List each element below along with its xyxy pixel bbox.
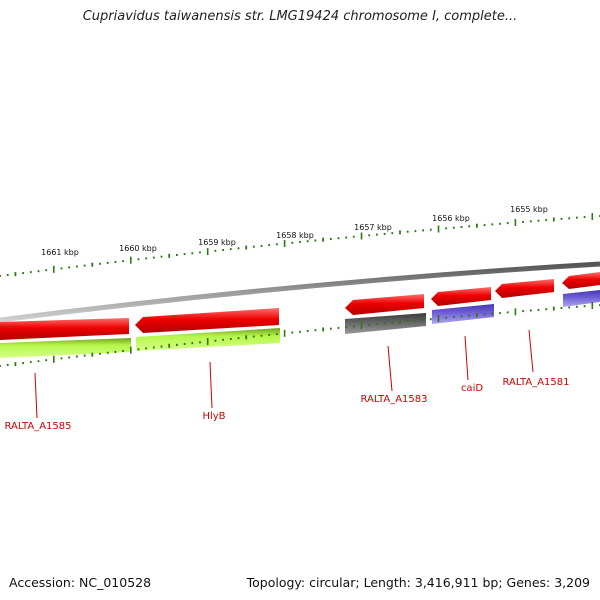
gene-feature-caid[interactable] bbox=[431, 287, 491, 306]
gene-feature-ralta-a1583[interactable] bbox=[345, 294, 424, 315]
tick-label-1659-kbp: 1659 kbp bbox=[198, 238, 236, 247]
gene-feature-right-edge[interactable] bbox=[562, 272, 600, 289]
topology-stats-text: Topology: circular; Length: 3,416,911 bp… bbox=[246, 575, 590, 590]
map-title: Cupriavidus taiwanensis str. LMG19424 ch… bbox=[82, 9, 518, 24]
tick-label-1656-kbp: 1656 kbp bbox=[432, 214, 470, 223]
gene-feature-ralta-a1585[interactable] bbox=[0, 318, 129, 340]
leader-line-ralta-a1585 bbox=[34, 372, 38, 419]
gene-label-hlyb[interactable]: HlyB bbox=[202, 411, 225, 422]
tick-label-1661-kbp: 1661 kbp bbox=[41, 248, 79, 257]
gene-label-ralta-a1585[interactable]: RALTA_A1585 bbox=[4, 421, 71, 432]
leader-line-ralta-a1581 bbox=[528, 329, 534, 373]
inner-ruler bbox=[0, 302, 600, 367]
accession-text: Accession: NC_010528 bbox=[9, 575, 152, 590]
cds-feature-right-edge[interactable] bbox=[563, 290, 600, 307]
tick-label-1658-kbp: 1658 kbp bbox=[276, 231, 314, 240]
tick-label-1657-kbp: 1657 kbp bbox=[354, 223, 392, 232]
leader-line-hlyb bbox=[209, 361, 213, 409]
outer-ruler bbox=[0, 213, 600, 277]
leader-line-ralta-a1583 bbox=[387, 345, 393, 392]
leader-line-caid bbox=[464, 335, 469, 381]
cds-feature-ralta-a1585[interactable] bbox=[0, 338, 131, 358]
gene-feature-ralta-a1581[interactable] bbox=[495, 279, 554, 298]
tick-label-1660-kbp: 1660 kbp bbox=[119, 244, 157, 253]
tick-label-1655-kbp: 1655 kbp bbox=[510, 205, 548, 214]
chromosome-backbone bbox=[0, 261, 600, 323]
gene-feature-hlyb[interactable] bbox=[135, 308, 279, 333]
cds-feature-caid[interactable] bbox=[432, 304, 494, 324]
gene-label-ralta-a1581[interactable]: RALTA_A1581 bbox=[502, 377, 569, 388]
gene-label-caid[interactable]: caiD bbox=[461, 383, 483, 394]
gene-label-ralta-a1583[interactable]: RALTA_A1583 bbox=[360, 394, 427, 405]
